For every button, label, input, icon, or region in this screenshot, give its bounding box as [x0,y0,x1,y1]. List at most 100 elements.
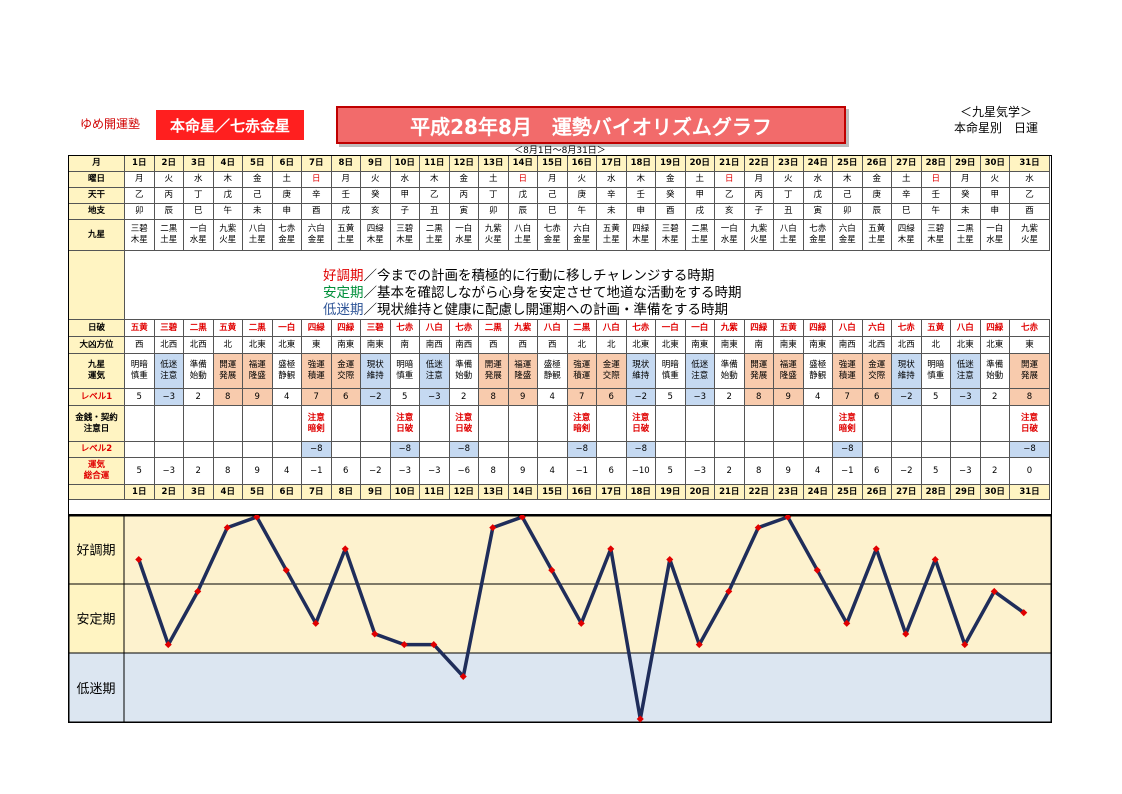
month-cell: 4日 [213,156,243,172]
total-cell: 4 [803,458,833,485]
tenkan-cell: 癸 [951,188,981,204]
daikyo-cell: 西 [479,337,509,354]
data-point [813,566,821,574]
kinsen-cell [125,406,155,442]
tenkan-cell: 甲 [390,188,420,204]
level1-cell: 7 [302,389,332,406]
kyusei-cell: 八白 土星 [774,220,804,251]
kyusei-cell: 九紫 火星 [744,220,774,251]
month-cell: 28日 [921,156,951,172]
level2-cell: −8 [302,442,332,458]
data-point [931,555,939,564]
data-point [548,566,556,574]
total-cell: 6 [331,458,361,485]
daikyo-cell: 南西 [833,337,863,354]
youbi-cell: 火 [567,172,597,188]
youbi-cell: 月 [744,172,774,188]
chart-title: 平成28年8月 運勢バイオリズムグラフ [336,106,846,144]
unki-cell: 金運 交際 [597,354,627,389]
total-cell: 2 [980,458,1010,485]
days2-cell: 31日 [1010,485,1050,500]
level2-cell [213,442,243,458]
days2-cell: 4日 [213,485,243,500]
month-cell: 31日 [1010,156,1050,172]
youbi-cell: 日 [508,172,538,188]
kinsen-cell: 注意 日破 [626,406,656,442]
youbi-cell: 木 [833,172,863,188]
chishi-cell: 子 [744,204,774,220]
level2-cell [508,442,538,458]
kinsen-cell: 注意 日破 [1010,406,1050,442]
data-point [843,619,851,627]
youbi-cell: 水 [803,172,833,188]
chishi-cell: 酉 [302,204,332,220]
nippa-cell: 一白 [685,320,715,337]
youbi-cell: 月 [125,172,155,188]
unki-cell: 福運 隆盛 [243,354,273,389]
days2-cell: 25日 [833,485,863,500]
kyusei-cell: 三碧 木星 [921,220,951,251]
total-cell: −3 [951,458,981,485]
youbi-cell: 土 [892,172,922,188]
kinsen-cell [508,406,538,442]
nippa-cell: 八白 [833,320,863,337]
level2-cell [184,442,214,458]
chishi-cell: 午 [213,204,243,220]
kinsen-cell: 注意 暗剣 [567,406,597,442]
month-cell: 30日 [980,156,1010,172]
youbi-cell: 日 [715,172,745,188]
level1-cell: 2 [449,389,479,406]
kyusei-cell: 九紫 火星 [479,220,509,251]
days2-cell: 26日 [862,485,892,500]
kinsen-cell [331,406,361,442]
total-cell: 2 [184,458,214,485]
row-label-level2: レベル2 [69,442,125,458]
unki-cell: 強運 積運 [302,354,332,389]
row-label-chishi: 地支 [69,204,125,220]
kyusei-cell: 二黒 土星 [154,220,184,251]
kyusei-cell: 五黄 土星 [597,220,627,251]
tenkan-cell: 庚 [272,188,302,204]
kyusei-cell: 二黒 土星 [420,220,450,251]
nippa-cell: 八白 [538,320,568,337]
level2-cell [715,442,745,458]
total-cell: 4 [272,458,302,485]
kinsen-cell [272,406,302,442]
level2-cell: −8 [833,442,863,458]
tenkan-cell: 乙 [715,188,745,204]
level2-cell: −8 [1010,442,1050,458]
kyusei-cell: 三碧 木星 [390,220,420,251]
kyusei-cell: 九紫 火星 [213,220,243,251]
level1-cell: 4 [272,389,302,406]
unki-cell: 福運 隆盛 [774,354,804,389]
legend-good: 好調期／今までの計画を積極的に行動に移しチャレンジする時期 [323,268,742,285]
tenkan-cell: 丙 [154,188,184,204]
daikyo-cell: 北東 [980,337,1010,354]
level1-cell: 4 [803,389,833,406]
daikyo-cell: 北東 [656,337,686,354]
chishi-cell: 卯 [125,204,155,220]
tenkan-cell: 庚 [862,188,892,204]
level1-cell: 7 [567,389,597,406]
level1-cell: −3 [154,389,184,406]
total-cell: −2 [892,458,922,485]
band-area [123,583,1052,654]
total-cell: 6 [862,458,892,485]
tenkan-cell: 丁 [479,188,509,204]
level1-cell: 7 [833,389,863,406]
total-cell: 5 [921,458,951,485]
days2-cell: 3日 [184,485,214,500]
youbi-cell: 日 [302,172,332,188]
row-label-days2 [69,485,125,500]
level2-cell [597,442,627,458]
youbi-cell: 火 [154,172,184,188]
nippa-cell: 五黄 [774,320,804,337]
total-cell: −3 [685,458,715,485]
chishi-cell: 午 [567,204,597,220]
tenkan-cell: 庚 [567,188,597,204]
level2-cell [774,442,804,458]
kinsen-cell [184,406,214,442]
youbi-cell: 土 [685,172,715,188]
honmei-label: 本命星／七赤金星 [156,110,304,140]
tenkan-cell: 癸 [361,188,391,204]
